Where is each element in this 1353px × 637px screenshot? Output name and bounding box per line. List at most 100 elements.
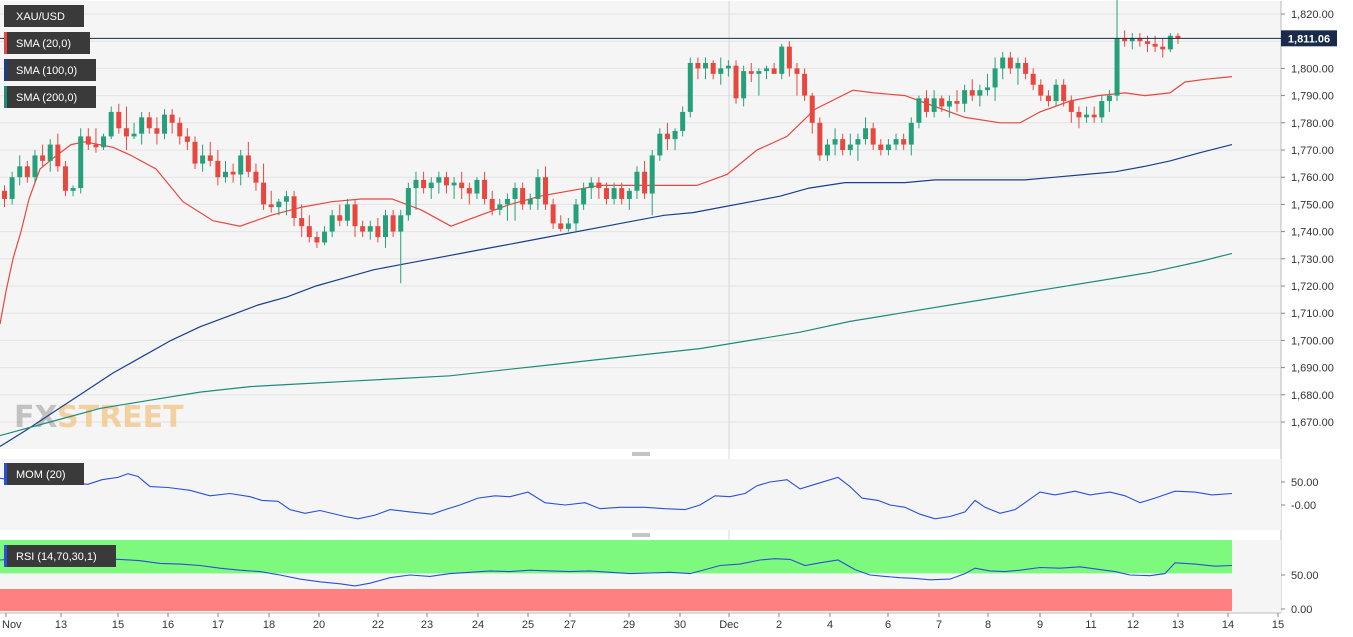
legend-sma-200[interactable]: SMA (200,0) <box>4 86 96 108</box>
candle <box>9 171 15 205</box>
candle-body <box>855 139 861 145</box>
candle-body <box>672 130 678 140</box>
candle-body <box>451 182 457 186</box>
rsi-line <box>0 556 1233 587</box>
candle-body <box>306 226 312 238</box>
candle <box>687 57 693 118</box>
candle <box>352 198 358 238</box>
candle <box>893 133 899 150</box>
candle-body <box>184 136 190 142</box>
x-tick-label: 23 <box>421 619 433 631</box>
x-tick-label: 12 <box>1127 619 1139 631</box>
candle <box>1137 33 1143 47</box>
candle-body <box>550 204 556 224</box>
candle-body <box>1061 84 1067 102</box>
candle-body <box>215 160 221 178</box>
candle-body <box>603 188 609 199</box>
price-tick-label: 1,670.00 <box>1291 417 1334 429</box>
candle-body <box>177 122 183 137</box>
candle-body <box>1152 43 1158 47</box>
candle <box>1038 79 1044 102</box>
x-tick-label: 4 <box>827 619 833 631</box>
candle <box>558 215 564 232</box>
candle-body <box>771 68 777 74</box>
candle <box>1068 95 1074 123</box>
candle <box>901 133 907 150</box>
candle <box>238 150 244 186</box>
fxstreet-watermark: FX STREET <box>14 400 184 435</box>
legend-sma-100[interactable]: SMA (100,0) <box>4 59 96 81</box>
candle-body <box>62 166 68 191</box>
candle <box>885 139 891 156</box>
candle-body <box>32 155 38 178</box>
candle <box>1030 68 1036 91</box>
candle-body <box>779 46 785 74</box>
candle <box>139 111 145 145</box>
candle <box>916 95 922 129</box>
candle <box>398 209 404 284</box>
last-price-label: 1,811.06 <box>1288 33 1330 45</box>
candle-body <box>535 177 541 199</box>
rsi-oversold-zone <box>0 589 1232 611</box>
candle-body <box>1106 95 1112 102</box>
candle-body <box>245 155 251 172</box>
splitter-handle-2[interactable] <box>632 533 650 537</box>
candle <box>588 177 594 199</box>
price-tick-label: 1,750.00 <box>1291 199 1334 211</box>
legend-momentum-bg <box>4 463 84 485</box>
candle-body <box>748 71 754 74</box>
momentum-label: MOM (20) <box>16 469 66 481</box>
candle <box>741 65 747 107</box>
candle <box>93 128 99 153</box>
candle <box>680 106 686 137</box>
candle <box>451 177 457 199</box>
legend-sma-20[interactable]: SMA (20,0) <box>4 32 90 54</box>
candle-body <box>329 215 335 232</box>
candle-body <box>718 68 724 74</box>
candle-body <box>238 155 244 175</box>
candle <box>78 128 84 194</box>
candle <box>992 57 998 102</box>
price-tick-label: 1,740.00 <box>1291 227 1334 239</box>
price-tick-label: 1,790.00 <box>1291 91 1334 103</box>
candle <box>649 150 655 216</box>
legend-symbol[interactable]: XAU/USD <box>4 5 84 27</box>
rsi-tick-label: 50.00 <box>1291 570 1319 582</box>
candle-body <box>2 190 7 199</box>
candle <box>177 117 183 145</box>
candle-body <box>588 182 594 189</box>
candle <box>1045 90 1051 107</box>
price-tick-label: 1,690.00 <box>1291 363 1334 375</box>
candle <box>771 62 777 74</box>
candle <box>664 122 670 150</box>
candle <box>192 136 198 170</box>
rsi-tick-label: 0.00 <box>1291 604 1312 616</box>
candle <box>62 160 68 197</box>
candle <box>619 182 625 205</box>
candle <box>1106 90 1112 112</box>
price-y-axis: 1,820.001,810.001,800.001,790.001,780.00… <box>1280 1 1334 613</box>
candle-body <box>558 223 564 229</box>
candle-body <box>93 144 99 148</box>
candle-body <box>1145 41 1150 44</box>
candle <box>672 128 678 150</box>
candle-body <box>863 128 869 140</box>
price-tick-label: 1,760.00 <box>1291 172 1334 184</box>
candle-body <box>428 182 434 189</box>
candle-body <box>687 62 693 112</box>
candle-body <box>695 62 701 69</box>
candle <box>847 133 853 156</box>
candle <box>40 144 46 167</box>
splitter-handle-1[interactable] <box>632 452 650 456</box>
candle <box>626 188 632 210</box>
candle-body <box>543 177 549 205</box>
candle <box>1129 33 1135 50</box>
candle <box>55 133 61 172</box>
candle <box>946 95 952 118</box>
candle-body <box>817 122 823 156</box>
candle <box>863 117 869 145</box>
legend-momentum[interactable]: MOM (20) <box>4 463 84 485</box>
candle <box>748 62 754 82</box>
candle <box>703 57 709 80</box>
legend-rsi[interactable]: RSI (14,70,30,1) <box>4 545 116 567</box>
